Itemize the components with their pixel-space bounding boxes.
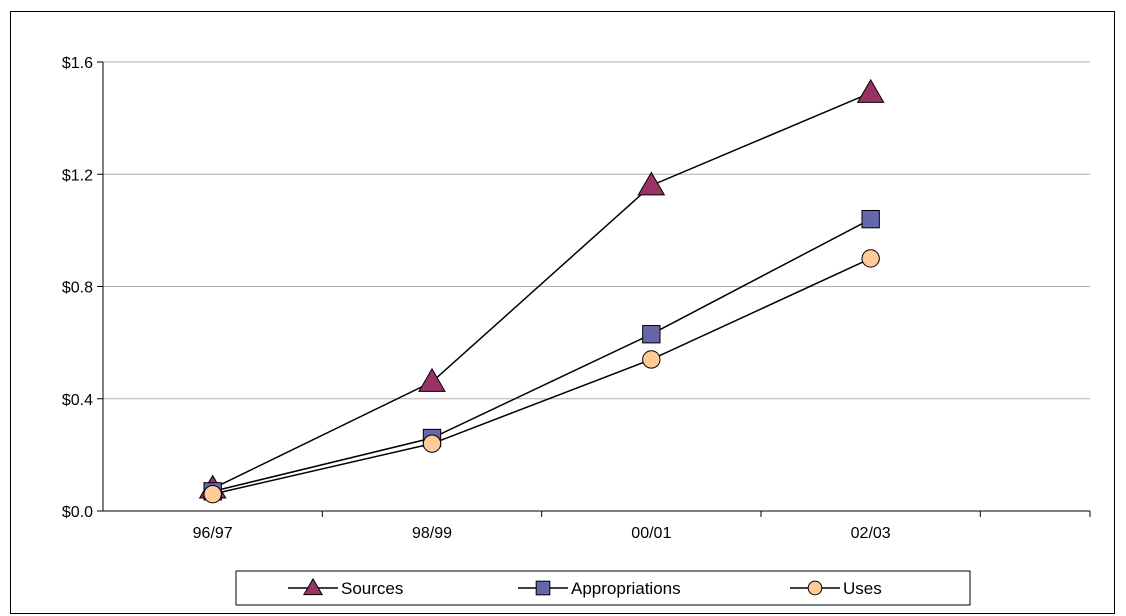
series-line-appropriations [212,218,872,493]
x-tick-label: 96/97 [193,525,233,542]
series-line-sources [212,92,871,490]
y-tick-label: $0.4 [62,392,93,409]
legend [235,570,971,606]
legend-marker-sources [303,577,323,596]
legend-label-appropriations: Appropriations [571,579,681,598]
data-point-uses [642,350,661,369]
legend-marker-uses [807,580,823,596]
legend-marker-appropriations [535,580,551,596]
data-point-uses [203,484,222,504]
data-point-sources [637,171,666,196]
x-tick-label: 02/03 [851,525,891,542]
data-point-uses [422,434,442,453]
data-point-appropriations [642,325,661,344]
data-point-sources [856,78,885,103]
legend-label-sources: Sources [341,579,403,598]
y-tick-label: $1.6 [62,55,93,72]
x-tick-label: 98/99 [412,525,452,542]
y-tick-label: $0.8 [62,280,93,297]
x-tick-label: 00/01 [631,525,671,542]
legend-label-uses: Uses [843,579,882,598]
series-line-uses [212,257,871,495]
data-point-appropriations [861,209,880,229]
data-point-sources [418,367,446,392]
y-tick-label: $1.2 [62,167,93,184]
y-tick-label: $0.0 [62,504,93,521]
data-point-uses [861,249,880,268]
chart-frame [10,11,1115,614]
